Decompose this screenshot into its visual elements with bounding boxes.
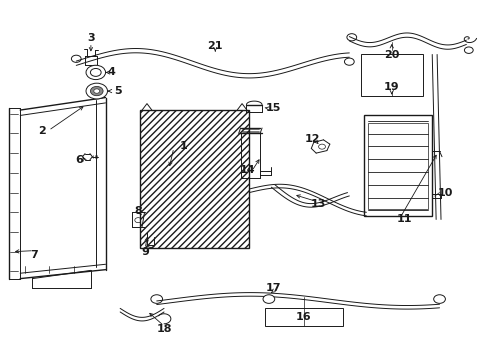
Text: 9: 9 — [141, 247, 149, 257]
Text: 5: 5 — [114, 86, 122, 96]
Text: 7: 7 — [30, 250, 38, 260]
Text: 18: 18 — [156, 324, 171, 334]
Text: 8: 8 — [134, 206, 142, 216]
Bar — [360, 54, 422, 96]
Text: 4: 4 — [108, 67, 116, 77]
Text: 2: 2 — [38, 126, 46, 135]
Text: 6: 6 — [76, 155, 83, 165]
Text: 10: 10 — [437, 188, 452, 198]
Bar — [367, 123, 427, 209]
Circle shape — [86, 83, 107, 99]
Circle shape — [90, 86, 103, 96]
Text: 13: 13 — [310, 199, 325, 210]
Circle shape — [263, 295, 274, 303]
Text: 19: 19 — [383, 82, 399, 93]
Circle shape — [94, 89, 100, 93]
Bar — [363, 116, 431, 216]
Bar — [264, 308, 342, 326]
Text: 21: 21 — [207, 41, 223, 50]
Text: 15: 15 — [265, 103, 281, 113]
Text: 11: 11 — [396, 215, 411, 224]
Text: 14: 14 — [240, 165, 255, 175]
Text: 1: 1 — [179, 141, 187, 151]
Text: 3: 3 — [87, 33, 95, 43]
Text: 20: 20 — [383, 50, 399, 60]
Text: 12: 12 — [305, 134, 320, 144]
Bar — [140, 110, 249, 248]
Text: 16: 16 — [296, 312, 311, 322]
Text: 17: 17 — [265, 283, 281, 293]
Circle shape — [86, 65, 105, 80]
